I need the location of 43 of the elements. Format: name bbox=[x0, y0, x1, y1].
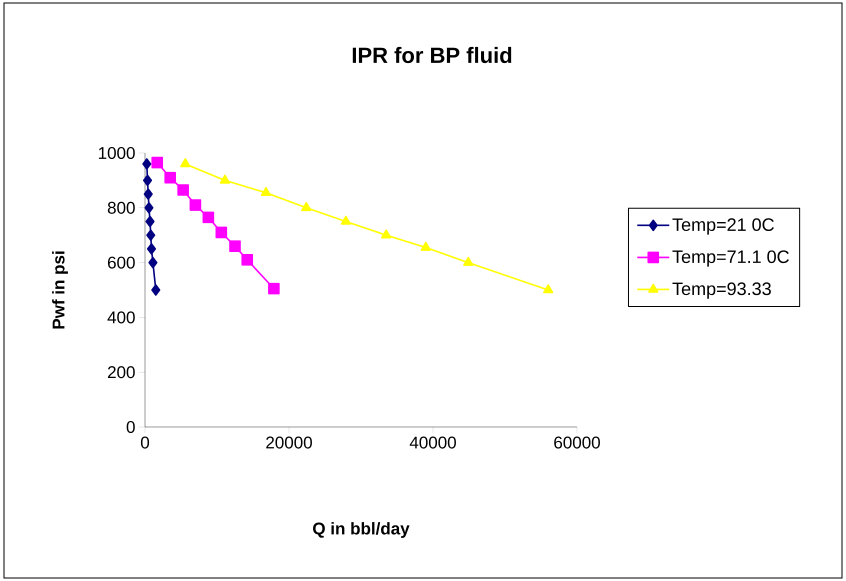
point bbox=[180, 158, 190, 168]
point bbox=[340, 216, 352, 225]
point bbox=[543, 284, 554, 294]
y-tick-label: 800 bbox=[108, 202, 135, 214]
point bbox=[268, 282, 280, 294]
point bbox=[177, 184, 189, 196]
point bbox=[220, 174, 230, 184]
point bbox=[260, 186, 272, 196]
point bbox=[144, 202, 154, 214]
point bbox=[146, 229, 156, 241]
legend-label: Temp=93.33 bbox=[672, 282, 771, 299]
y-tick-label: 1000 bbox=[98, 146, 135, 160]
legend-label: Temp=71.1 0C bbox=[672, 250, 789, 267]
chart-title: IPR for BP fluid bbox=[352, 46, 512, 64]
point bbox=[190, 199, 202, 211]
point bbox=[301, 202, 312, 212]
x-tick-label: 0 bbox=[140, 436, 150, 449]
y-tick-label: 200 bbox=[108, 366, 135, 378]
x-tick-label: 40000 bbox=[410, 436, 456, 449]
point bbox=[164, 172, 176, 184]
x-tick-label: 60000 bbox=[554, 436, 600, 449]
point bbox=[151, 284, 160, 296]
x-tick-label: 20000 bbox=[266, 436, 312, 449]
point bbox=[241, 254, 254, 266]
point bbox=[145, 216, 155, 228]
point bbox=[142, 174, 152, 186]
point bbox=[202, 212, 214, 224]
y-tick-label: 400 bbox=[107, 311, 135, 324]
y-tick-label: 600 bbox=[108, 256, 135, 269]
point bbox=[420, 242, 431, 251]
point bbox=[142, 158, 152, 170]
point bbox=[151, 156, 164, 168]
y-tick-label: 0 bbox=[126, 420, 135, 434]
point bbox=[146, 243, 156, 255]
y-axis-title: Pwf in psi bbox=[52, 252, 68, 329]
point bbox=[144, 188, 153, 200]
point bbox=[229, 240, 241, 252]
point bbox=[216, 226, 228, 238]
legend-label: Temp=21 0C bbox=[672, 218, 774, 235]
point bbox=[148, 256, 158, 268]
point bbox=[463, 256, 474, 266]
x-axis-title: Q in bbl/day bbox=[313, 522, 410, 538]
point bbox=[381, 229, 392, 238]
